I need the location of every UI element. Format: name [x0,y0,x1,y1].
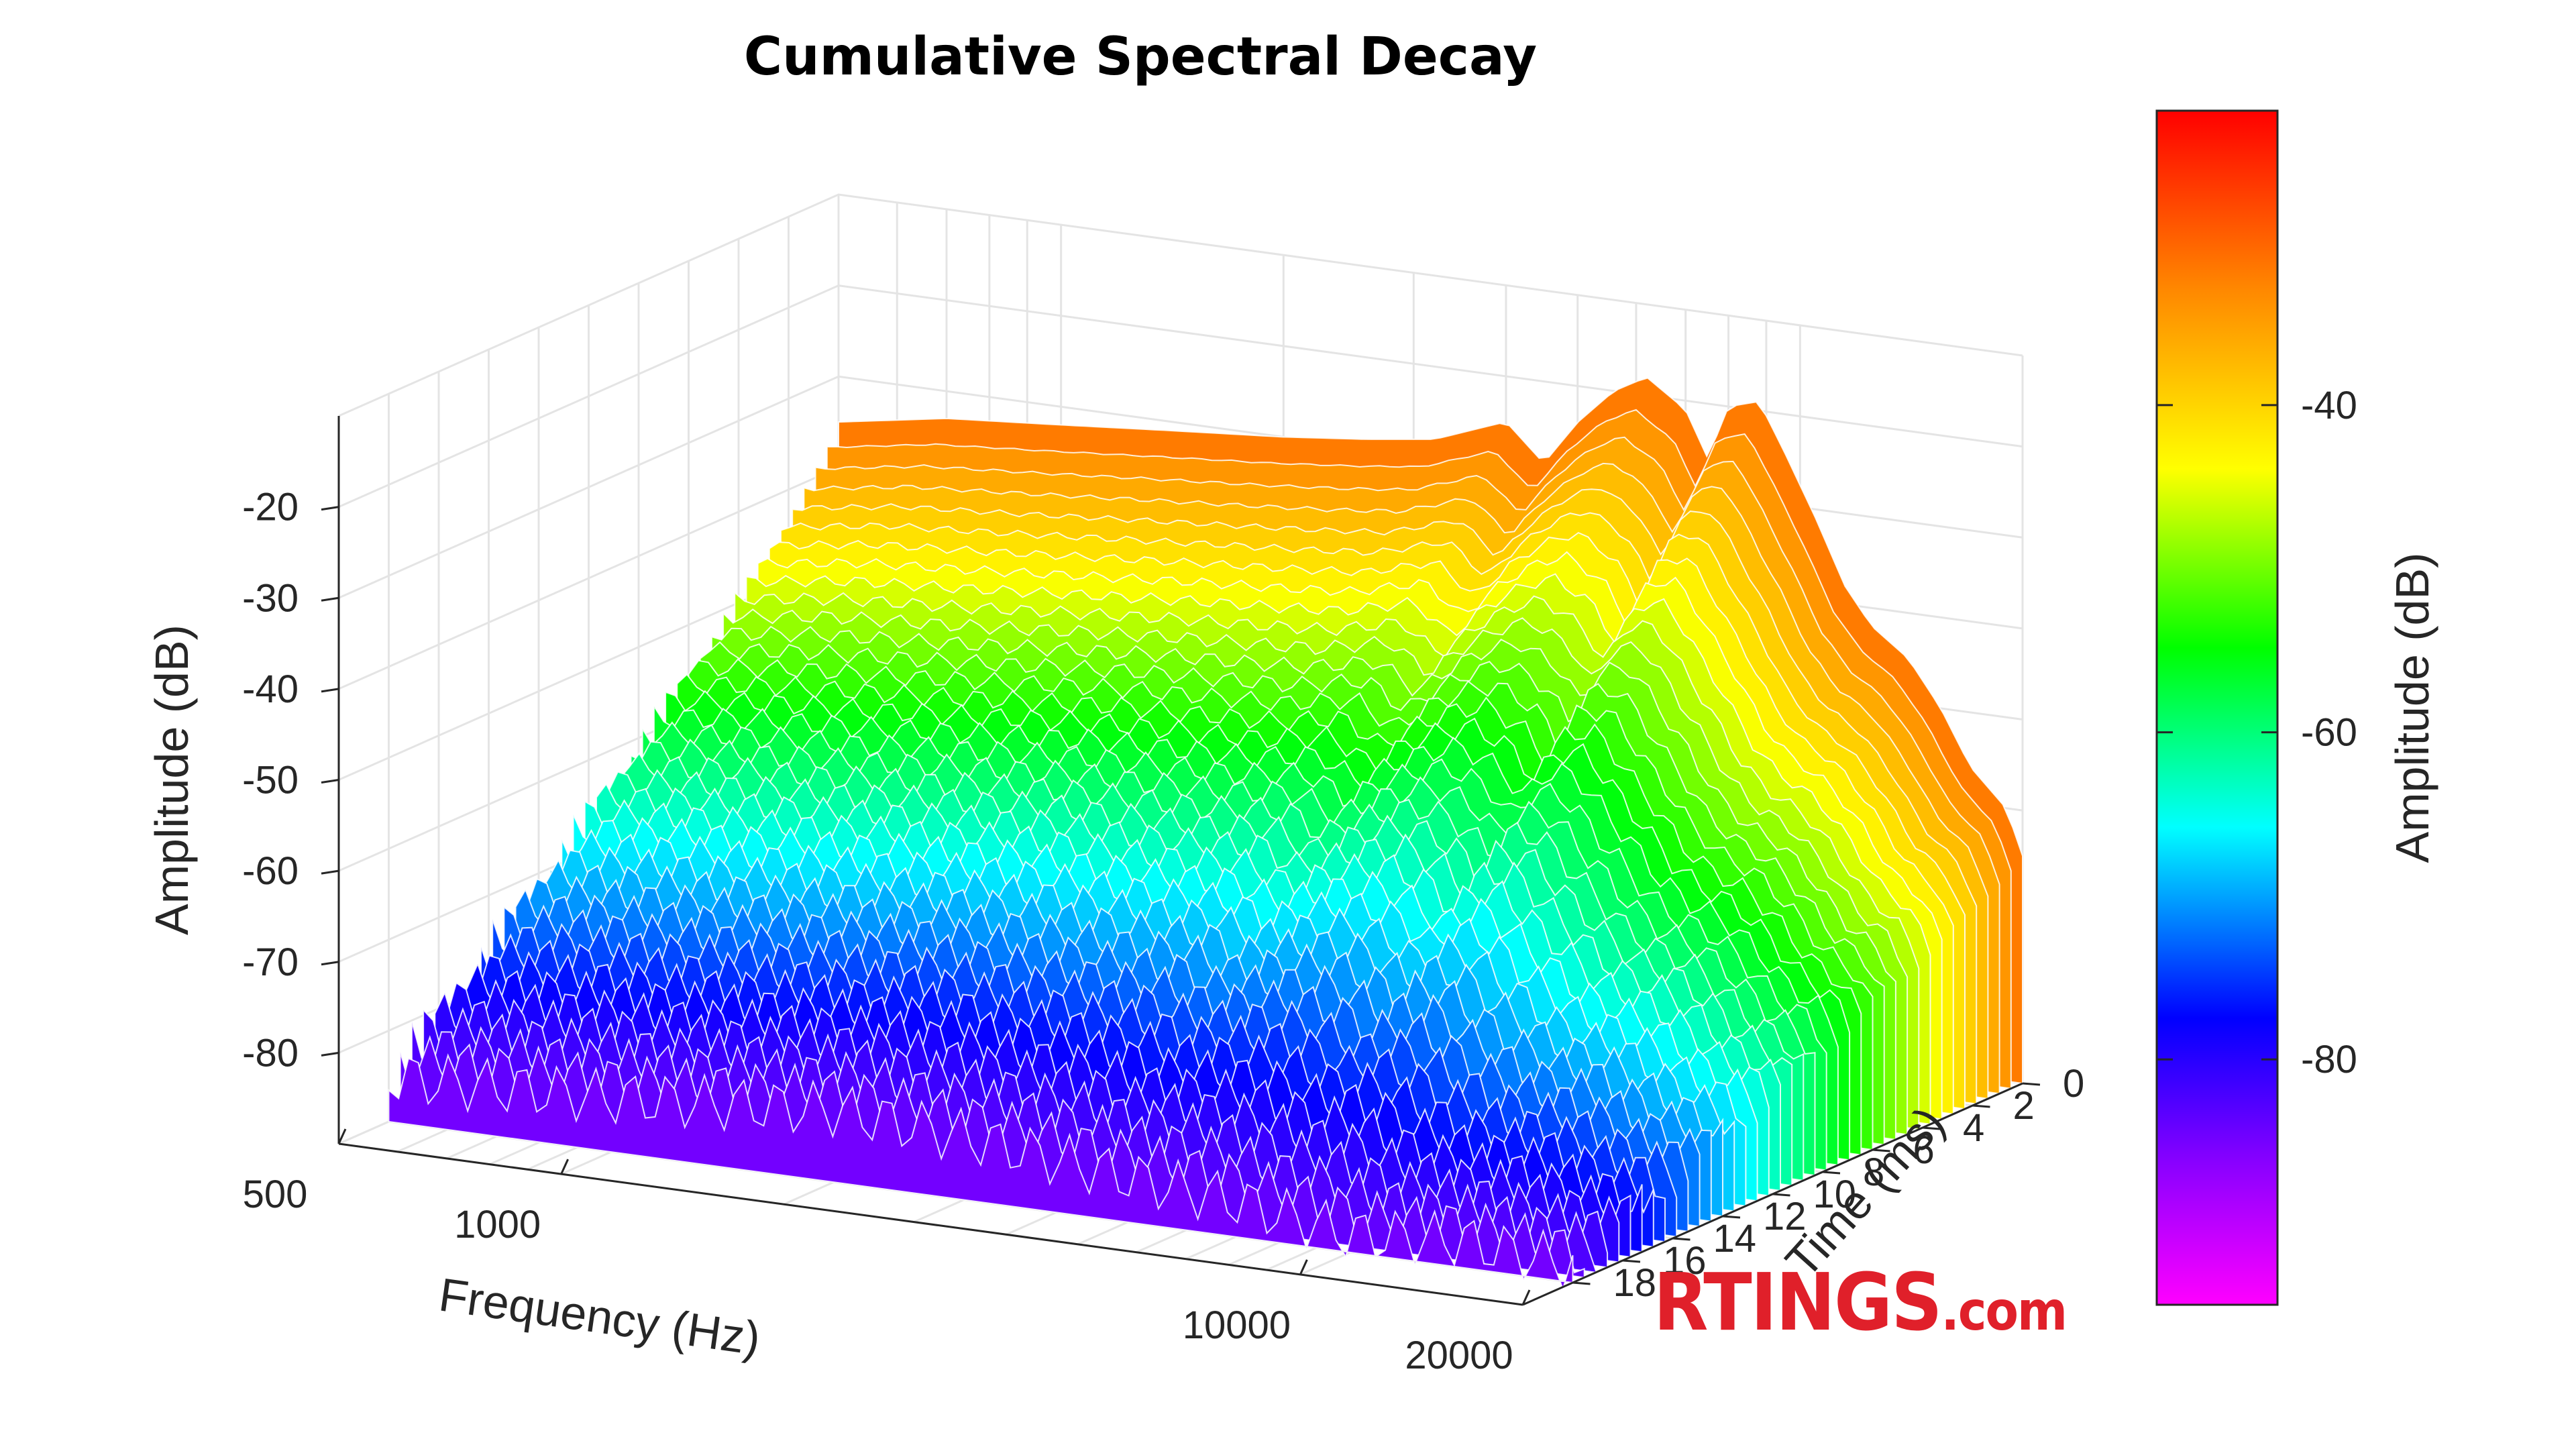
colorbar-gradient [2155,109,2279,1306]
z-tick [321,596,339,602]
x-tick-label: 1000 [454,1203,541,1246]
y-tick-label: 18 [1613,1261,1657,1305]
z-tick [321,688,339,693]
colorbar: -40 -60 -80 Amplitude (dB) [2155,109,2438,1306]
y-tick [1972,1104,1990,1108]
x-tick [560,1159,570,1175]
y-tick [1622,1259,1641,1263]
z-tick-label: -50 [242,759,299,802]
y-tick [2022,1082,2041,1086]
z-tick-label: -20 [242,486,299,529]
z-tick [321,506,339,511]
x-tick-label: 20000 [1405,1334,1513,1377]
z-tick-label: -30 [242,576,299,620]
y-tick [1572,1281,1591,1285]
y-tick-label: 10 [1813,1173,1857,1216]
x-axis-line [338,1142,1523,1306]
y-tick [1722,1215,1741,1219]
z-tick [321,1051,339,1057]
y-tick [1922,1126,1941,1130]
brand-logo: RTINGS.com [1654,1263,2068,1342]
y-tick-label: 2 [2013,1084,2035,1128]
colorbar-tick-label: -80 [2301,1038,2357,1081]
surface-slices [388,377,2023,1291]
y-tick-label: 0 [2063,1062,2084,1106]
colorbar-label: Amplitude (dB) [2386,553,2438,863]
y-tick [1872,1148,1890,1152]
y-tick-label: 16 [1663,1239,1707,1283]
z-tick [321,869,339,875]
y-tick [1772,1193,1790,1197]
z-axis-label: Amplitude (dB) [146,625,198,935]
y-tick [1822,1171,1841,1175]
y-tick-label: 4 [1963,1106,1984,1150]
brand-main: RTINGS [1653,1256,1943,1348]
y-tick-label: 6 [1913,1128,1935,1172]
x-tick-label: 10000 [1183,1303,1291,1347]
x-tick [1299,1259,1308,1275]
z-tick-label: -40 [242,667,299,711]
y-tick [1672,1237,1690,1241]
z-tick [321,961,339,966]
colorbar-tick-label: -60 [2301,711,2357,755]
x-tick-label: 500 [243,1173,308,1216]
x-tick [337,1128,347,1144]
x-axis-label: Frequency (Hz) [436,1269,764,1365]
y-tick-label: 12 [1763,1195,1807,1238]
y-tick-label: 14 [1713,1217,1757,1260]
grid-line [338,193,2023,417]
z-tick-label: -60 [242,849,299,893]
brand-suffix: .com [1941,1280,2068,1342]
surface-slice [388,1053,1574,1291]
x-tick [1521,1289,1531,1305]
chart-title: Cumulative Spectral Decay [743,27,1538,87]
z-tick-label: -80 [242,1031,299,1075]
colorbar-tick-label: -40 [2301,384,2357,427]
y-tick-label: 8 [1863,1150,1884,1194]
z-tick-label: -70 [242,941,299,984]
z-tick [321,779,339,784]
